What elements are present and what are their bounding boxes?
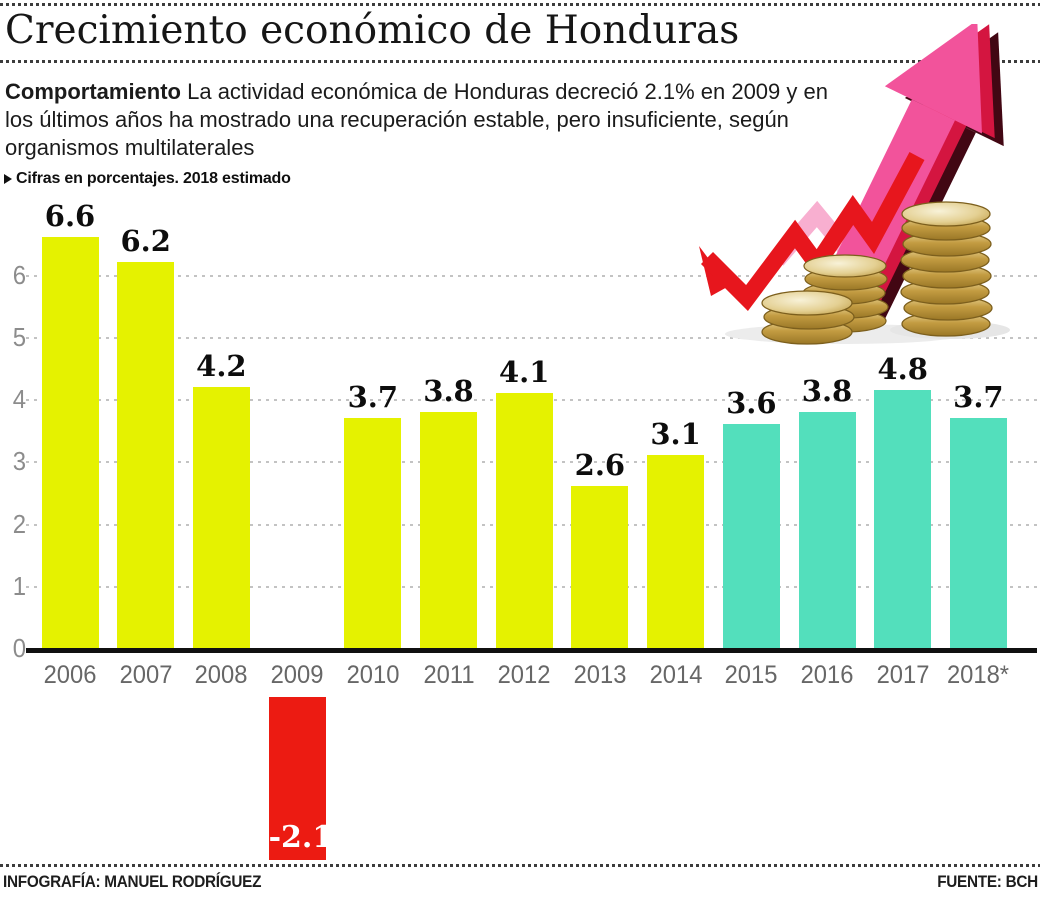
bar-value-2013: 2.6: [574, 448, 626, 483]
year-label-2011: 2011: [422, 661, 475, 689]
year-label-2008: 2008: [194, 661, 248, 689]
infography-credit: INFOGRAFÍA: MANUEL RODRÍGUEZ: [3, 872, 262, 891]
gridline-6: [26, 274, 1037, 277]
y-axis-tick-5: 5: [12, 322, 26, 352]
bar-2006: [41, 237, 99, 648]
y-axis-tick-0: 0: [12, 633, 26, 663]
source-credit: FUENTE: BCH: [937, 872, 1038, 891]
bar-2010: [344, 417, 402, 648]
bar-2012: [495, 392, 553, 648]
year-label-2014: 2014: [649, 661, 703, 689]
title-dotted-divider: [0, 60, 1040, 63]
bar-2013: [571, 486, 629, 648]
chart-note: Cifras en porcentajes. 2018 estimado: [4, 170, 291, 188]
year-label-2016: 2016: [800, 661, 854, 689]
bar-2007: [117, 262, 175, 648]
bar-value-2018*: 3.7: [953, 379, 1004, 414]
bar-value-2006: 6.6: [44, 199, 96, 234]
growth-arrow-coins-illustration: [699, 24, 1010, 345]
lead-text: La actividad económica de Honduras decre…: [5, 79, 828, 160]
x-axis-line: [26, 648, 1037, 653]
top-dotted-divider: [0, 3, 1040, 6]
year-label-2009: 2009: [270, 661, 324, 689]
bar-2009: [268, 697, 326, 860]
bar-value-2012: 4.1: [498, 354, 550, 389]
y-axis-tick-1: 1: [12, 570, 26, 601]
bar-2008: [192, 386, 250, 648]
bar-value-2010: 3.7: [347, 379, 399, 414]
y-axis-tick-4: 4: [12, 384, 26, 415]
bar-value-2008: 4.2: [196, 348, 247, 383]
year-label-2006: 2006: [43, 661, 97, 689]
bar-2017: [874, 389, 932, 648]
year-label-2018*: 2018*: [947, 661, 1010, 689]
coin-stack-front: [761, 290, 855, 345]
bar-value-2007: 6.2: [120, 224, 171, 259]
coin-stack-tall: [900, 201, 993, 337]
bar-2016: [798, 411, 856, 648]
bar-2015: [722, 424, 780, 648]
bar-2011: [420, 411, 477, 648]
bar-value-2009: -2.1: [268, 820, 334, 855]
y-axis-tick-2: 2: [12, 508, 26, 539]
year-label-2013: 2013: [573, 661, 627, 689]
year-label-2012: 2012: [497, 661, 551, 689]
bar-2018*: [949, 417, 1007, 648]
note-text: Cifras en porcentajes. 2018 estimado: [16, 170, 291, 187]
year-label-2015: 2015: [724, 661, 778, 689]
bottom-dotted-divider: [0, 864, 1040, 867]
bar-value-2014: 3.1: [650, 417, 701, 452]
lead-paragraph: Comportamiento La actividad económica de…: [5, 78, 905, 162]
page-title: Crecimiento económico de Honduras: [5, 8, 740, 53]
y-axis-tick-6: 6: [12, 259, 26, 290]
note-triangle-icon: [4, 174, 12, 184]
lead-keyword: Comportamiento: [5, 79, 181, 104]
bar-value-2015: 3.6: [726, 386, 777, 421]
bar-value-2016: 3.8: [801, 373, 853, 408]
bar-value-2017: 4.8: [877, 351, 928, 386]
footer: INFOGRAFÍA: MANUEL RODRÍGUEZ FUENTE: BCH: [0, 872, 1040, 892]
bar-2014: [647, 455, 705, 648]
year-label-2007: 2007: [119, 661, 173, 689]
y-axis-tick-3: 3: [12, 446, 26, 477]
gridline-5: [26, 337, 1037, 339]
bar-value-2011: 3.8: [423, 373, 474, 408]
year-label-2010: 2010: [346, 661, 400, 689]
year-label-2017: 2017: [876, 661, 930, 689]
